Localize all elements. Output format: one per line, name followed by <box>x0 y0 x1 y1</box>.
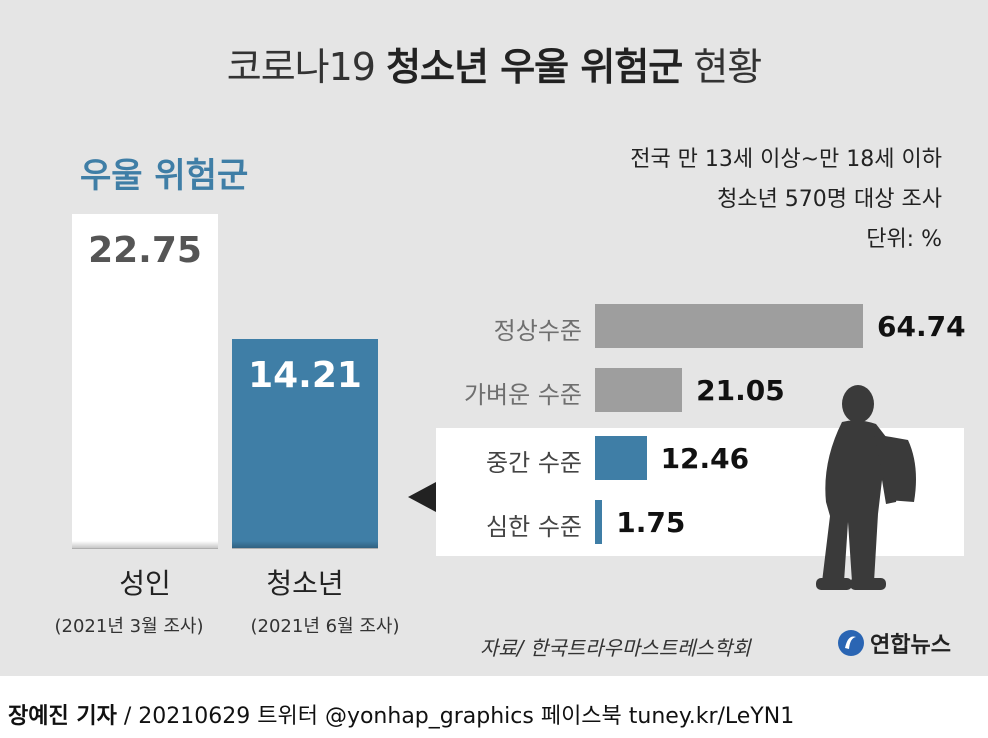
bar-value-adult: 22.75 <box>88 230 202 271</box>
credit-details: / 20210629 트위터 @yonhap_graphics 페이스북 tun… <box>116 704 795 729</box>
row-label-severe: 심한 수준 <box>486 513 582 541</box>
chart-title: 코로나19 청소년 우울 위험군 현황 <box>0 36 988 91</box>
title-main: 청소년 우울 위험군 <box>386 45 683 89</box>
hbar-value-severe: 1.75 <box>616 506 686 539</box>
bar-shadow <box>72 541 218 549</box>
hbar-severe <box>595 500 603 544</box>
row-label-mild: 가벼운 수준 <box>463 381 582 409</box>
depression-risk-title: 우울 위험군 <box>80 156 249 196</box>
bar-value-youth: 14.21 <box>248 355 362 397</box>
survey-date-adult: (2021년 3월 조사) <box>54 616 204 637</box>
row-label-normal: 정상수준 <box>493 317 582 345</box>
note-sample: 청소년 570명 대상 조사 <box>717 187 942 212</box>
hbar-value-moderate: 12.46 <box>660 442 750 475</box>
bar-adult <box>72 214 218 549</box>
survey-notes: 전국 만 13세 이상~만 18세 이하 청소년 570명 대상 조사 단위: … <box>630 140 942 260</box>
hbar-mild <box>595 368 683 412</box>
category-youth: 청소년 <box>266 567 344 600</box>
hbar-value-normal: 64.74 <box>877 310 966 343</box>
title-suffix: 현황 <box>693 45 762 89</box>
hbar-normal <box>595 304 863 348</box>
note-population: 전국 만 13세 이상~만 18세 이하 <box>630 147 942 172</box>
row-label-moderate: 중간 수준 <box>486 449 582 477</box>
hbar-moderate <box>595 436 647 480</box>
title-prefix: 코로나19 <box>226 45 376 89</box>
credit-line: 장예진 기자 / 20210629 트위터 @yonhap_graphics 페… <box>8 698 794 730</box>
bar-shadow <box>232 540 378 549</box>
note-unit: 단위: % <box>866 227 942 252</box>
pointer-arrow-icon <box>408 482 436 512</box>
logo-text: 연합뉴스 <box>870 633 951 658</box>
data-source: 자료/ 한국트라우마스트레스학회 <box>480 636 751 660</box>
hbar-value-mild: 21.05 <box>696 374 785 407</box>
bar-youth <box>232 339 378 549</box>
category-adult: 성인 <box>119 567 171 600</box>
author-name: 장예진 기자 <box>8 704 117 729</box>
survey-date-youth: (2021년 6월 조사) <box>250 616 400 637</box>
yonhap-logo-icon <box>838 630 864 656</box>
student-silhouette-icon <box>816 385 916 590</box>
yonhap-logo: 연합뉴스 <box>836 626 951 660</box>
